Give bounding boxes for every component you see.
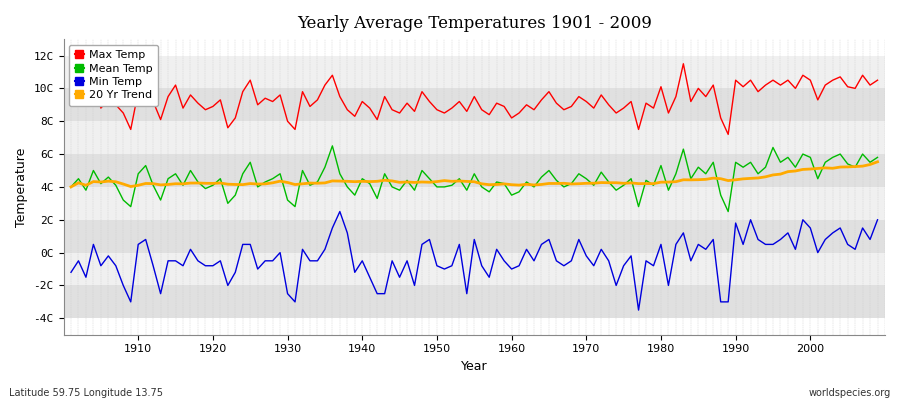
Max Temp bbox=[66, 99, 77, 104]
Bar bbox=[64, 220, 885, 253]
Mean Temp bbox=[342, 184, 353, 189]
Legend: Max Temp, Mean Temp, Min Temp, 20 Yr Trend: Max Temp, Mean Temp, Min Temp, 20 Yr Tre… bbox=[69, 45, 158, 106]
20 Yr Trend bbox=[125, 184, 136, 189]
Min Temp bbox=[342, 230, 353, 235]
Mean Temp bbox=[125, 204, 136, 209]
20 Yr Trend bbox=[66, 184, 77, 189]
Min Temp bbox=[634, 308, 644, 312]
Mean Temp bbox=[603, 180, 614, 184]
Bar bbox=[64, 154, 885, 187]
Title: Yearly Average Temperatures 1901 - 2009: Yearly Average Temperatures 1901 - 2009 bbox=[297, 15, 652, 32]
20 Yr Trend bbox=[335, 179, 346, 184]
Max Temp bbox=[678, 61, 688, 66]
Line: 20 Yr Trend: 20 Yr Trend bbox=[71, 162, 878, 187]
Text: worldspecies.org: worldspecies.org bbox=[809, 388, 891, 398]
Mean Temp bbox=[872, 155, 883, 160]
20 Yr Trend bbox=[499, 182, 509, 186]
Y-axis label: Temperature: Temperature bbox=[15, 147, 28, 227]
Mean Temp bbox=[723, 209, 734, 214]
Min Temp bbox=[872, 217, 883, 222]
Mean Temp bbox=[514, 190, 525, 194]
Line: Max Temp: Max Temp bbox=[71, 64, 878, 134]
Max Temp bbox=[335, 94, 346, 99]
Bar bbox=[64, 187, 885, 220]
Max Temp bbox=[872, 78, 883, 82]
Max Temp bbox=[506, 116, 517, 120]
Mean Temp bbox=[66, 184, 77, 189]
Min Temp bbox=[335, 209, 346, 214]
Max Temp bbox=[499, 104, 509, 109]
20 Yr Trend bbox=[290, 182, 301, 187]
Max Temp bbox=[596, 92, 607, 97]
Line: Mean Temp: Mean Temp bbox=[71, 146, 878, 212]
Min Temp bbox=[603, 258, 614, 263]
Bar bbox=[64, 121, 885, 154]
Max Temp bbox=[290, 127, 301, 132]
X-axis label: Year: Year bbox=[461, 360, 488, 373]
Max Temp bbox=[723, 132, 734, 137]
Mean Temp bbox=[290, 204, 301, 209]
20 Yr Trend bbox=[596, 180, 607, 185]
Min Temp bbox=[66, 270, 77, 275]
Min Temp bbox=[514, 263, 525, 268]
Bar bbox=[64, 286, 885, 318]
Mean Temp bbox=[506, 193, 517, 198]
20 Yr Trend bbox=[872, 159, 883, 164]
Mean Temp bbox=[327, 144, 338, 148]
Text: Latitude 59.75 Longitude 13.75: Latitude 59.75 Longitude 13.75 bbox=[9, 388, 163, 398]
Min Temp bbox=[125, 300, 136, 304]
Min Temp bbox=[290, 300, 301, 304]
Min Temp bbox=[506, 267, 517, 272]
20 Yr Trend bbox=[506, 182, 517, 187]
Bar bbox=[64, 56, 885, 88]
Bar bbox=[64, 253, 885, 286]
Line: Min Temp: Min Temp bbox=[71, 212, 878, 310]
Max Temp bbox=[125, 127, 136, 132]
Bar bbox=[64, 88, 885, 121]
